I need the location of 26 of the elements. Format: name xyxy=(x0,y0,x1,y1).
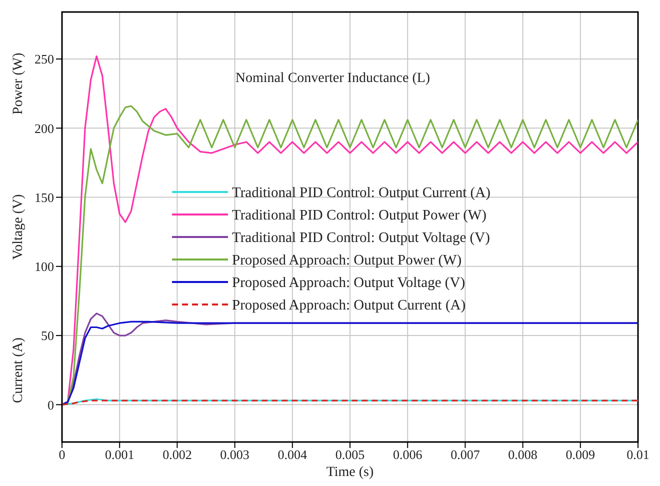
x-tick-label: 0.008 xyxy=(508,447,538,462)
text: Current (A) Voltage (V) Power (W) xyxy=(11,52,26,404)
x-axis-title: Time (s) xyxy=(326,465,374,480)
x-tick-label: 0.009 xyxy=(566,447,596,462)
text: Nominal Converter Inductance (L) xyxy=(235,71,430,86)
x-tick-label: 0.005 xyxy=(335,447,365,462)
y-tick-label: 200 xyxy=(34,120,54,136)
legend-label: Proposed Approach: Output Voltage (V) xyxy=(232,275,466,291)
y-tick-label: 0 xyxy=(48,397,54,412)
x-tick-label: 0.003 xyxy=(220,447,250,462)
legend-label: Proposed Approach: Output Power (W) xyxy=(232,252,462,268)
x-tick-label: 0 xyxy=(58,447,66,462)
x-tick-label: 0.01 xyxy=(626,447,650,462)
y-tick-label: 100 xyxy=(34,259,54,274)
legend-label: Traditional PID Control: Output Power (W) xyxy=(232,208,487,224)
x-tick-label: 0.006 xyxy=(392,447,423,462)
x-tick-label: 0.004 xyxy=(278,447,308,462)
legend-label: Proposed Approach: Output Current (A) xyxy=(232,298,466,314)
y-tick-label: 250 xyxy=(34,52,54,67)
legend-label: Traditional PID Control: Output Current (A) xyxy=(232,185,491,201)
x-tick-label: 0.002 xyxy=(162,447,192,462)
x-tick-label: 0.001 xyxy=(104,447,134,462)
legend-label: Traditional PID Control: Output Voltage (V) xyxy=(232,230,490,246)
y-tick-label: 150 xyxy=(34,190,54,205)
y-tick-label: 50 xyxy=(41,328,54,344)
x-tick-label: 0.007 xyxy=(450,447,480,462)
